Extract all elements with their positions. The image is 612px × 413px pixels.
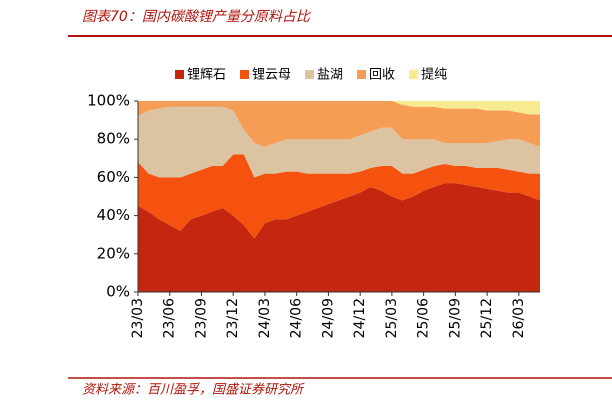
x-tick-label: 23/12 [225, 298, 241, 338]
legend-label: 锂云母 [252, 68, 291, 83]
y-tick-label: 100% [87, 92, 130, 110]
chart-title: 图表70：国内碳酸锂产量分原料占比 [82, 9, 312, 25]
area [138, 101, 540, 115]
x-tick-label: 24/03 [257, 298, 273, 338]
legend-label: 盐湖 [317, 68, 343, 83]
legend-swatch [305, 70, 315, 79]
legend-label: 回收 [369, 68, 395, 83]
x-tick-label: 24/12 [352, 298, 368, 338]
source-note: 资料来源：百川盈孚，国盛证券研究所 [82, 382, 305, 398]
area [138, 106, 540, 178]
x-tick-label: 25/09 [447, 298, 463, 338]
y-tick-label: 80% [97, 130, 130, 148]
y-tick-label: 60% [97, 168, 130, 186]
x-tick-label: 23/03 [130, 298, 146, 338]
x-tick-label: 25/06 [416, 298, 432, 338]
x-tick-label: 24/09 [320, 298, 336, 338]
y-tick-label: 40% [97, 206, 130, 224]
legend-swatch [175, 70, 184, 79]
x-tick-label: 25/03 [384, 298, 400, 338]
area [138, 183, 540, 292]
legend-swatch [409, 70, 419, 79]
y-tick-label: 20% [97, 244, 130, 262]
legend-swatch [357, 70, 367, 79]
legend-swatch [240, 70, 250, 79]
x-tick-label: 23/06 [162, 298, 178, 338]
x-tick-label: 26/03 [511, 298, 527, 338]
legend-label: 提纯 [421, 67, 447, 83]
area [138, 101, 540, 147]
area [138, 154, 540, 239]
x-tick-label: 25/12 [479, 298, 495, 338]
x-tick-label: 23/09 [193, 298, 209, 338]
legend-label: 锂辉石 [187, 68, 226, 83]
y-tick-label: 0% [106, 283, 130, 301]
x-tick-label: 24/06 [289, 298, 305, 338]
